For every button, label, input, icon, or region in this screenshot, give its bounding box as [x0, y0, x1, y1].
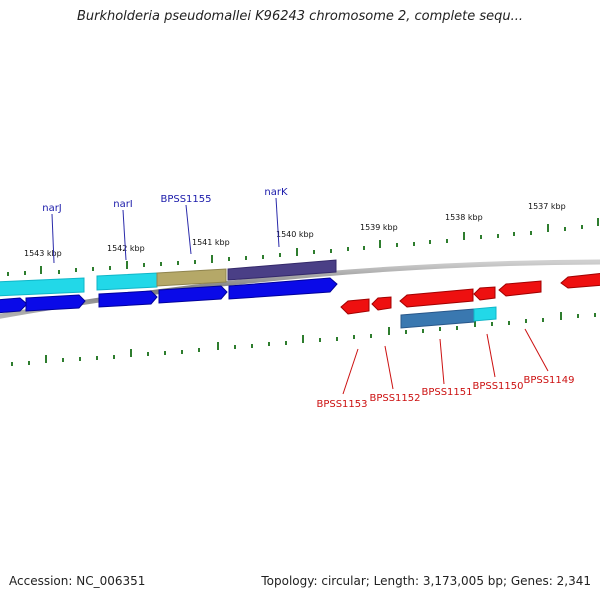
kbp-label: 1541 kbp: [192, 238, 230, 247]
forward-gene-arrow[interactable]: [0, 297, 28, 314]
feature-bar-narK[interactable]: [227, 259, 337, 281]
gene-label-BPSS1153[interactable]: BPSS1153: [316, 399, 367, 410]
kbp-scale-labels: 1543 kbp 1542 kbp 1541 kbp 1540 kbp 1539…: [24, 202, 566, 258]
kbp-label: 1540 kbp: [276, 230, 314, 239]
gene-label-narK[interactable]: narK: [264, 187, 288, 198]
feature-bar-BPSS1150[interactable]: [473, 306, 497, 322]
kbp-label: 1538 kbp: [445, 213, 483, 222]
forward-gene-arrow[interactable]: [158, 285, 228, 304]
forward-gene-arrow[interactable]: [98, 290, 158, 308]
forward-gene-track: [0, 277, 338, 314]
feature-bar-BPSS1151[interactable]: [400, 308, 475, 329]
genome-summary-label: Topology: circular; Length: 3,173,005 bp…: [261, 574, 591, 588]
feature-bar-narJ[interactable]: [0, 277, 85, 297]
map-title: Burkholderia pseudomallei K96243 chromos…: [76, 9, 524, 24]
gene-label-narI[interactable]: narI: [113, 199, 133, 210]
gene-label-BPSS1149[interactable]: BPSS1149: [523, 375, 574, 386]
feature-bar-BPSS1155[interactable]: [156, 268, 227, 287]
reverse-label-leaders: [342, 328, 549, 395]
forward-gene-arrow[interactable]: [25, 294, 86, 312]
reverse-gene-arrow[interactable]: [340, 298, 370, 315]
gene-label-BPSS1150[interactable]: BPSS1150: [472, 381, 523, 392]
lower-scale-ticks: [11, 312, 596, 366]
reverse-gene-arrow[interactable]: [371, 296, 392, 311]
reverse-gene-arrow[interactable]: [560, 273, 600, 289]
gene-label-BPSS1155[interactable]: BPSS1155: [160, 194, 211, 205]
reverse-gene-labels: BPSS1153 BPSS1152 BPSS1151 BPSS1150 BPSS…: [316, 375, 574, 410]
reverse-feature-track: [400, 306, 497, 329]
gene-label-BPSS1151[interactable]: BPSS1151: [421, 387, 472, 398]
reverse-gene-track: [340, 273, 600, 315]
feature-bar-narI[interactable]: [96, 272, 158, 291]
kbp-label: 1543 kbp: [24, 249, 62, 258]
forward-label-leaders: [51, 197, 280, 264]
forward-gene-arrow[interactable]: [228, 277, 338, 300]
forward-feature-track: [0, 259, 337, 297]
upper-scale-ticks: [7, 218, 599, 276]
reverse-gene-arrow[interactable]: [473, 286, 496, 301]
kbp-label: 1542 kbp: [107, 244, 145, 253]
reverse-gene-arrow[interactable]: [399, 288, 474, 308]
kbp-label: 1539 kbp: [360, 223, 398, 232]
accession-label: Accession: NC_006351: [9, 574, 146, 588]
gene-label-BPSS1152[interactable]: BPSS1152: [369, 393, 420, 404]
forward-gene-labels: narJ narI BPSS1155 narK: [42, 187, 288, 214]
gene-label-narJ[interactable]: narJ: [42, 203, 62, 214]
reverse-gene-arrow[interactable]: [498, 280, 542, 297]
kbp-label: 1537 kbp: [528, 202, 566, 211]
